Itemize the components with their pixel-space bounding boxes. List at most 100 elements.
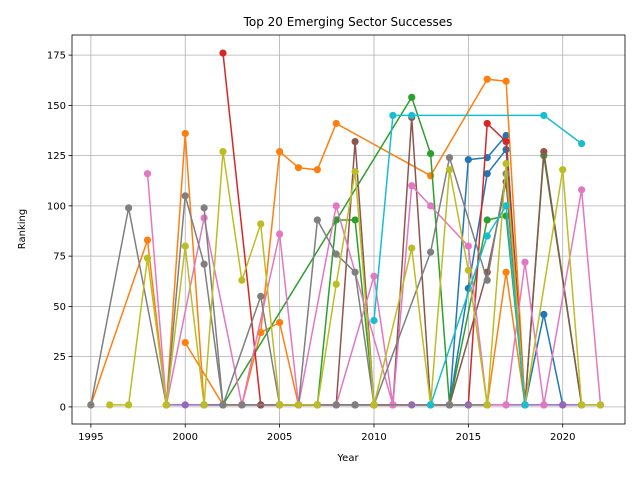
data-point	[238, 276, 246, 284]
data-point	[219, 401, 227, 409]
data-point	[464, 156, 472, 164]
data-point	[370, 272, 378, 280]
data-point	[276, 147, 284, 156]
data-point	[238, 401, 246, 409]
data-point	[502, 170, 510, 178]
data-point	[351, 168, 359, 176]
data-point	[370, 316, 378, 325]
data-point	[276, 318, 284, 327]
data-point	[332, 202, 340, 210]
data-point	[483, 119, 491, 128]
series-layer	[87, 49, 605, 409]
data-point	[294, 401, 303, 409]
series-16	[370, 111, 586, 325]
series-line	[90, 156, 526, 406]
data-point	[351, 401, 359, 409]
data-point	[483, 75, 491, 83]
y-axis: 0 25 50 75 100 125 150 175	[47, 51, 72, 413]
data-point	[351, 268, 359, 276]
data-point	[313, 401, 321, 409]
data-point	[427, 202, 435, 210]
x-axis: 1995 2000 2005 2010 2015 2020	[78, 424, 575, 443]
data-point	[276, 401, 284, 409]
data-point	[332, 250, 340, 258]
data-point	[427, 248, 435, 256]
data-point	[143, 254, 152, 262]
data-point	[125, 401, 133, 409]
data-point	[162, 401, 170, 409]
data-point	[464, 266, 472, 274]
data-point	[427, 401, 435, 409]
series-17	[427, 202, 529, 409]
data-point	[521, 258, 529, 266]
series-15	[106, 147, 605, 409]
x-axis-label: Year	[336, 453, 359, 464]
x-tick-label: 2005	[267, 432, 292, 443]
y-tick-label: 75	[53, 252, 66, 263]
data-point	[445, 154, 454, 162]
data-point	[313, 166, 321, 174]
data-point	[181, 338, 189, 347]
x-tick-label: 2000	[173, 432, 198, 443]
data-point	[87, 401, 95, 409]
y-tick-label: 125	[47, 151, 66, 162]
data-point	[181, 401, 189, 409]
data-point	[219, 49, 227, 57]
y-tick-label: 25	[53, 352, 66, 363]
data-point	[521, 401, 529, 409]
data-point	[351, 137, 359, 146]
data-point	[313, 216, 321, 224]
data-point	[502, 137, 510, 146]
data-point	[389, 111, 397, 120]
data-point	[577, 401, 586, 409]
data-point	[445, 166, 454, 174]
data-point	[257, 292, 265, 300]
data-point	[502, 160, 510, 168]
data-point	[559, 166, 567, 174]
data-point	[106, 401, 114, 409]
data-point	[502, 268, 510, 276]
data-point	[351, 216, 359, 224]
data-point	[577, 186, 586, 194]
data-point	[219, 147, 227, 156]
data-point	[559, 401, 567, 409]
data-point	[483, 401, 491, 409]
plot-frame	[71, 34, 626, 425]
data-point	[332, 280, 340, 288]
data-point	[181, 129, 189, 138]
data-point	[445, 401, 454, 409]
data-point	[408, 244, 416, 252]
data-point	[596, 401, 605, 409]
data-point	[181, 192, 189, 200]
x-tick-label: 2015	[456, 432, 481, 443]
series-line	[429, 205, 526, 406]
x-tick-label: 1995	[78, 432, 103, 443]
grid	[72, 35, 625, 424]
data-point	[143, 236, 152, 244]
data-point	[540, 310, 548, 319]
data-point	[464, 242, 472, 250]
data-point	[332, 401, 340, 409]
data-point	[200, 204, 208, 212]
data-point	[143, 170, 152, 178]
x-tick-label: 2020	[550, 432, 575, 443]
data-point	[370, 401, 378, 409]
y-tick-label: 150	[47, 101, 66, 112]
y-tick-label: 50	[53, 302, 66, 313]
data-point	[502, 131, 510, 140]
data-point	[502, 77, 510, 85]
x-tick-label: 2010	[361, 432, 386, 443]
data-point	[577, 139, 586, 148]
data-point	[257, 220, 265, 228]
data-point	[483, 216, 491, 224]
data-point	[483, 170, 491, 178]
data-point	[125, 204, 133, 212]
data-point	[332, 119, 340, 128]
data-point	[502, 202, 510, 210]
y-tick-label: 100	[47, 201, 66, 212]
y-tick-label: 175	[47, 51, 66, 62]
data-point	[540, 111, 548, 120]
data-point	[200, 260, 208, 268]
data-point	[502, 401, 510, 409]
